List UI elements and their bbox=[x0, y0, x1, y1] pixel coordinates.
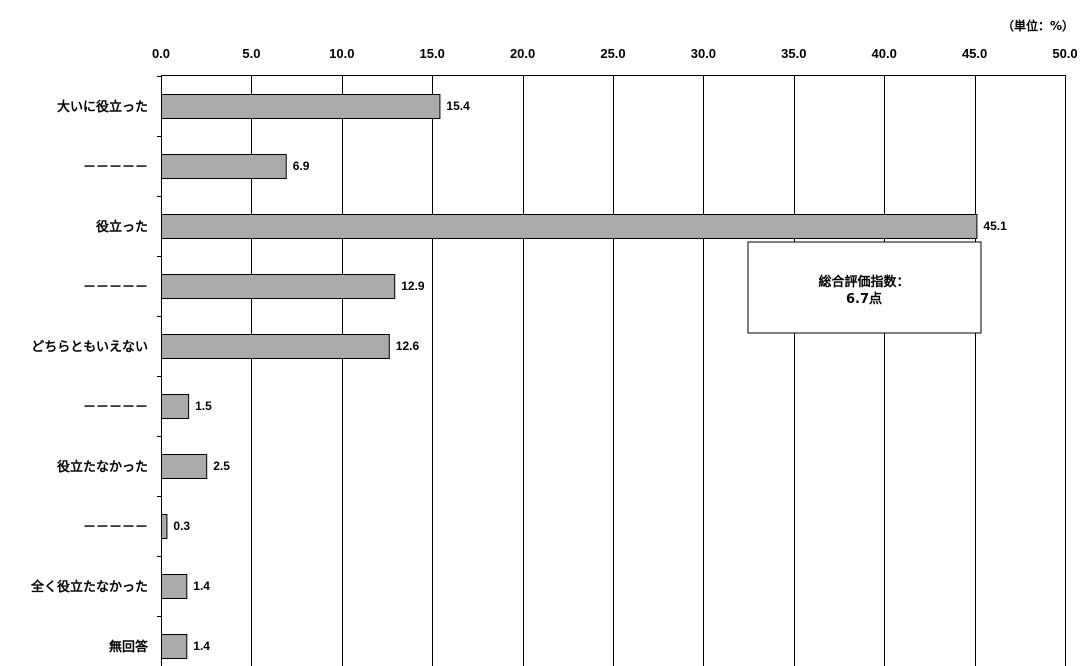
data-label: 2.5 bbox=[213, 459, 230, 473]
bar bbox=[161, 394, 190, 419]
category-label: －－－－－ bbox=[83, 400, 148, 415]
data-label: 1.4 bbox=[193, 579, 210, 593]
bar bbox=[161, 214, 978, 239]
data-label: 45.1 bbox=[983, 219, 1007, 233]
x-tick-label: 50.0 bbox=[1052, 46, 1077, 61]
bar bbox=[161, 454, 208, 479]
x-tick-label: 30.0 bbox=[691, 46, 716, 61]
bar bbox=[161, 574, 188, 599]
bar bbox=[161, 334, 390, 359]
unit-label: （単位：%） bbox=[1002, 18, 1074, 33]
data-label: 12.9 bbox=[401, 279, 425, 293]
x-axis-ticks: 0.0 5.0 10.0 15.0 20.0 25.0 30.0 35.0 40.0 45.0 50… bbox=[152, 46, 1078, 61]
data-label: 1.4 bbox=[193, 639, 210, 653]
x-tick-label: 0.0 bbox=[152, 46, 170, 61]
category-label: －－－－－ bbox=[83, 160, 148, 175]
x-tick-label: 15.0 bbox=[420, 46, 445, 61]
annotation-title: 総合評価指数： bbox=[818, 274, 909, 290]
category-labels: 大いに役立った －－－－－ 役立った －－－－－ どちらともいえない －－－－－ 役立たなか… bbox=[30, 75, 162, 666]
category-label: －－－－－ bbox=[83, 280, 148, 295]
data-label: 1.5 bbox=[195, 399, 212, 413]
category-label: 役立たなかった bbox=[57, 459, 148, 475]
bar bbox=[161, 154, 287, 179]
bar bbox=[161, 634, 188, 659]
category-label: 無回答 bbox=[109, 639, 149, 655]
data-label: 0.3 bbox=[173, 519, 190, 533]
category-label: 全く役立たなかった bbox=[30, 579, 148, 595]
bar bbox=[161, 94, 441, 119]
category-label: どちらともいえない bbox=[31, 340, 148, 355]
category-label: －－－－－ bbox=[83, 520, 148, 535]
x-tick-label: 45.0 bbox=[962, 46, 987, 61]
annotation-score: 6.7点 bbox=[846, 291, 882, 307]
category-label: 大いに役立った bbox=[57, 99, 148, 115]
annotation-box: 総合評価指数： 6.7点 bbox=[747, 241, 982, 334]
x-tick-label: 20.0 bbox=[510, 46, 535, 61]
bar bbox=[161, 274, 396, 299]
x-tick-label: 35.0 bbox=[781, 46, 806, 61]
category-label: 役立った bbox=[96, 219, 148, 235]
x-tick-label: 25.0 bbox=[600, 46, 625, 61]
bars: 15.4 6.9 45.1 12.9 12.6 1.5 2.5 0.3 1.4 1.4 bbox=[161, 94, 1007, 659]
x-tick-label: 40.0 bbox=[872, 46, 897, 61]
bar bbox=[161, 514, 168, 539]
x-tick-label: 10.0 bbox=[329, 46, 354, 61]
x-tick-label: 5.0 bbox=[242, 46, 260, 61]
data-label: 12.6 bbox=[396, 339, 420, 353]
data-label: 15.4 bbox=[446, 99, 470, 113]
data-label: 6.9 bbox=[293, 159, 310, 173]
